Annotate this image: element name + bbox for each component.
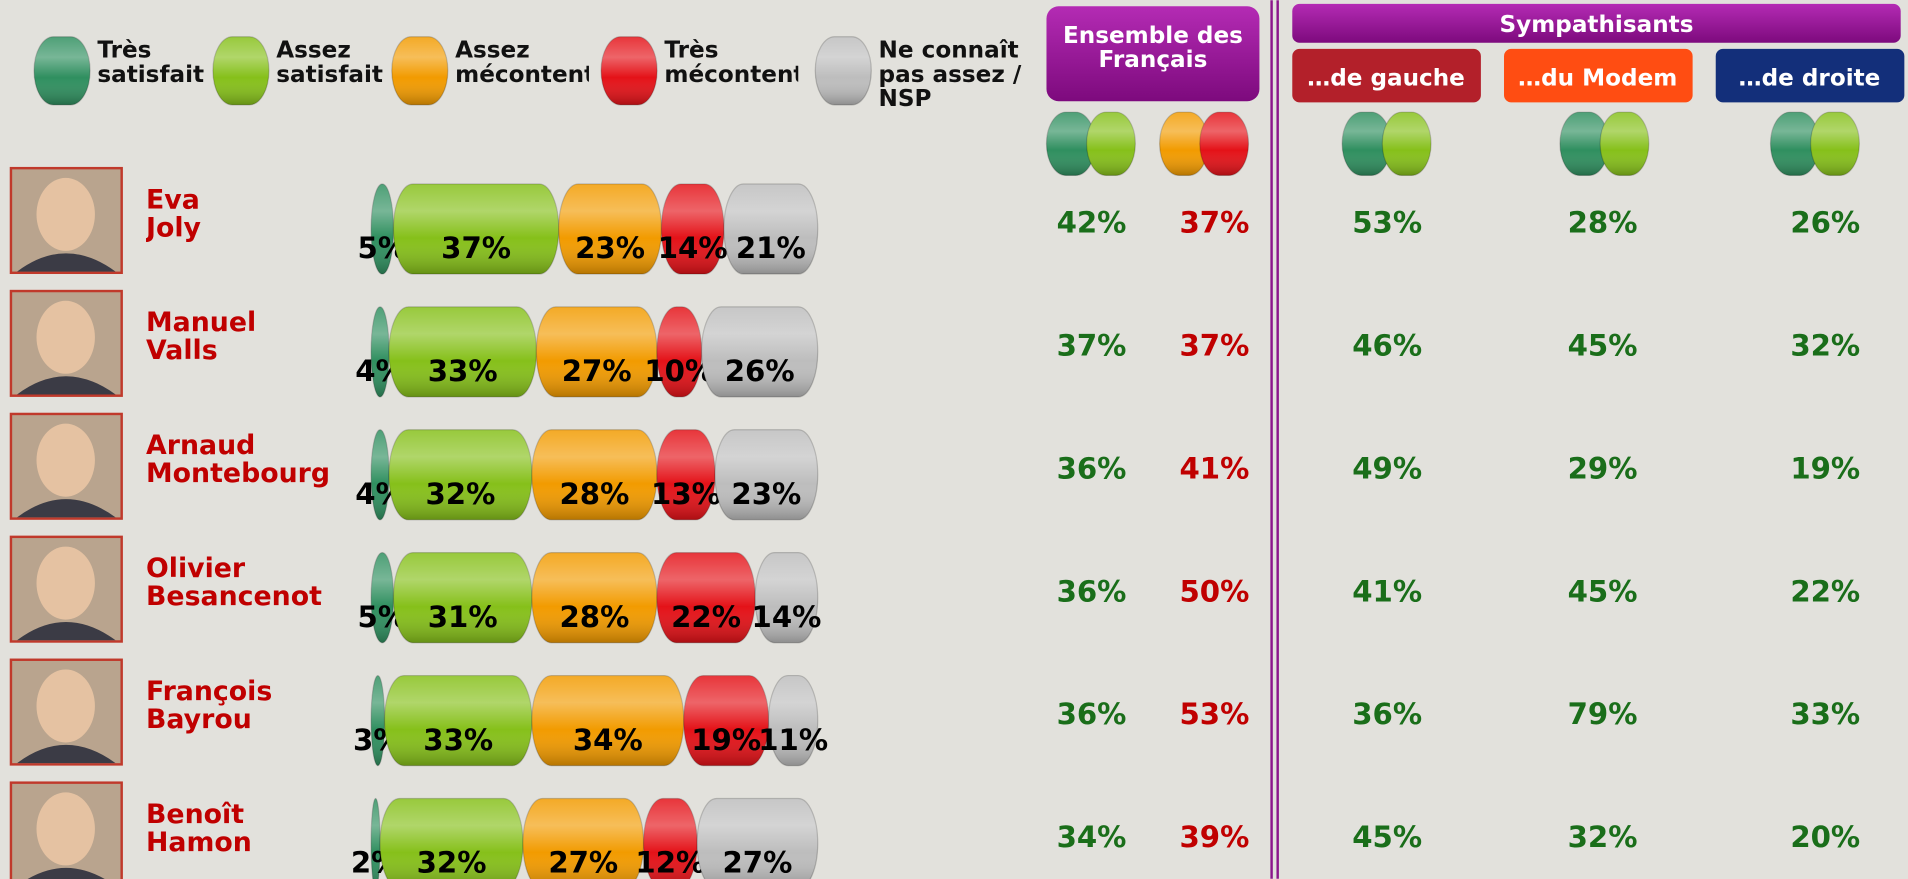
- shine: [34, 37, 90, 105]
- value-label: 12%: [635, 846, 705, 879]
- legend-label: Très mécontent: [664, 39, 798, 88]
- category-label: Benoît Hamon: [146, 801, 252, 857]
- table-cell: 20%: [1790, 820, 1860, 854]
- shine: [815, 37, 871, 105]
- value-label: 31%: [428, 600, 498, 634]
- table-cell: 28%: [1568, 206, 1638, 240]
- value-label: 14%: [658, 231, 728, 265]
- value-label: 21%: [736, 231, 806, 265]
- legend-label-box: Très mécontent: [664, 39, 798, 112]
- table-cell: 37%: [1057, 329, 1127, 363]
- value-label: 28%: [559, 477, 629, 511]
- photo-face: [37, 792, 95, 865]
- table-cell: 41%: [1179, 451, 1249, 485]
- category-label-box: Benoît Hamon: [146, 801, 353, 874]
- value-label: 37%: [441, 231, 511, 265]
- table-cell: 41%: [1352, 574, 1422, 608]
- group-label: …de droite: [1739, 65, 1881, 91]
- value-label: 32%: [426, 477, 496, 511]
- photo-face: [37, 669, 95, 742]
- table-cell: 46%: [1352, 329, 1422, 363]
- category-label: Manuel Valls: [146, 309, 256, 365]
- legend-label: Assez satisfait: [276, 39, 383, 88]
- chart: Ensemble des Français Sympathisants …de …: [0, 0, 1908, 879]
- category-label: François Bayrou: [146, 678, 272, 734]
- ensemble-header-text: Ensemble des Français: [1049, 25, 1257, 74]
- shine: [1200, 112, 1249, 175]
- category-label-box: Eva Joly: [146, 186, 353, 259]
- shine: [392, 37, 448, 105]
- table-cell: 34%: [1057, 820, 1127, 854]
- value-label: 32%: [417, 846, 487, 879]
- value-label: 28%: [559, 600, 629, 634]
- table-cell: 36%: [1057, 697, 1127, 731]
- table-cell: 45%: [1352, 820, 1422, 854]
- value-label: 33%: [428, 354, 498, 388]
- value-label: 23%: [731, 477, 801, 511]
- table-cell: 42%: [1057, 206, 1127, 240]
- table-cell: 37%: [1179, 206, 1249, 240]
- table-cell: 53%: [1352, 206, 1422, 240]
- photo-face: [37, 547, 95, 620]
- shine: [1382, 112, 1431, 175]
- shine: [1087, 112, 1136, 175]
- value-label: 27%: [562, 354, 632, 388]
- shine: [1600, 112, 1649, 175]
- table-cell: 45%: [1568, 329, 1638, 363]
- table-cell: 36%: [1352, 697, 1422, 731]
- group-header: Sympathisants: [1500, 12, 1694, 38]
- category-label-box: Olivier Besancenot: [146, 555, 353, 628]
- value-label: 23%: [575, 231, 645, 265]
- page: {"chart_data": {"type": "bar", "orientat…: [0, 0, 1908, 879]
- table-cell: 37%: [1179, 329, 1249, 363]
- table-cell: 79%: [1568, 697, 1638, 731]
- value-label: 33%: [423, 723, 493, 757]
- legend-label-box: Assez satisfait: [276, 39, 410, 112]
- table-cell: 53%: [1179, 697, 1249, 731]
- table-cell: 33%: [1790, 697, 1860, 731]
- value-label: 27%: [548, 846, 618, 879]
- category-label: Arnaud Montebourg: [146, 432, 330, 488]
- photo-face: [37, 178, 95, 251]
- table-cell: 50%: [1179, 574, 1249, 608]
- ensemble-header: Ensemble des Français: [1049, 25, 1257, 98]
- legend-label: Très satisfait: [97, 39, 204, 88]
- photo-face: [37, 424, 95, 497]
- value-label: 14%: [752, 600, 822, 634]
- legend-label-box: Assez mécontent: [455, 39, 589, 112]
- shine: [601, 37, 657, 105]
- table-cell: 49%: [1352, 451, 1422, 485]
- table-cell: 32%: [1568, 820, 1638, 854]
- table-cell: 45%: [1568, 574, 1638, 608]
- table-cell: 36%: [1057, 451, 1127, 485]
- value-label: 19%: [691, 723, 761, 757]
- table-cell: 26%: [1790, 206, 1860, 240]
- legend-label: Ne connaît pas assez / NSP: [879, 39, 1035, 112]
- category-label-box: Manuel Valls: [146, 309, 353, 382]
- legend-label: Assez mécontent: [455, 39, 589, 88]
- table-cell: 32%: [1790, 329, 1860, 363]
- category-label: Eva Joly: [146, 186, 201, 242]
- category-label-box: Arnaud Montebourg: [146, 432, 353, 505]
- category-label: Olivier Besancenot: [146, 555, 322, 611]
- group-label: …du Modem: [1518, 65, 1677, 91]
- table-cell: 29%: [1568, 451, 1638, 485]
- table-cell: 22%: [1790, 574, 1860, 608]
- photo-face: [37, 301, 95, 374]
- value-label: 34%: [573, 723, 643, 757]
- group-label: …de gauche: [1307, 65, 1465, 91]
- value-label: 13%: [651, 477, 721, 511]
- value-label: 26%: [725, 354, 795, 388]
- table-cell: 39%: [1179, 820, 1249, 854]
- legend-label-box: Ne connaît pas assez / NSP: [879, 39, 1035, 112]
- value-label: 27%: [722, 846, 792, 879]
- value-label: 22%: [671, 600, 741, 634]
- category-label-box: François Bayrou: [146, 678, 353, 751]
- table-cell: 19%: [1790, 451, 1860, 485]
- shine: [1811, 112, 1860, 175]
- legend-label-box: Très satisfait: [97, 39, 231, 112]
- table-cell: 36%: [1057, 574, 1127, 608]
- shine: [213, 37, 269, 105]
- value-label: 11%: [758, 723, 828, 757]
